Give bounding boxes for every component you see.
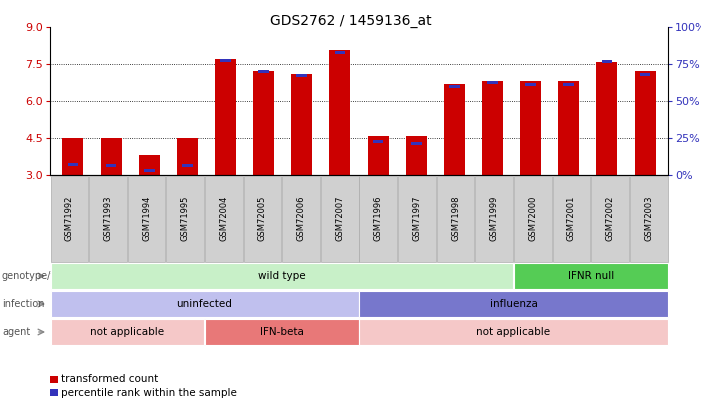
Bar (482, 81, 503, 175)
Text: GSM72007: GSM72007 (335, 196, 344, 241)
Bar (634, 71, 655, 175)
Bar (373, 140, 383, 143)
Bar (520, 81, 541, 175)
Bar (601, 60, 612, 63)
Bar (258, 70, 269, 73)
Bar (100, 138, 121, 175)
Text: GSM72001: GSM72001 (567, 196, 576, 241)
Text: percentile rank within the sample: percentile rank within the sample (61, 388, 237, 397)
Text: GSM72004: GSM72004 (219, 196, 229, 241)
Text: GSM72006: GSM72006 (297, 196, 306, 241)
Text: uninfected: uninfected (177, 299, 233, 309)
Bar (215, 59, 236, 175)
Bar (253, 71, 274, 175)
Bar (558, 81, 579, 175)
Bar (597, 62, 618, 175)
Text: GSM71997: GSM71997 (412, 196, 421, 241)
Text: GDS2762 / 1459136_at: GDS2762 / 1459136_at (270, 14, 431, 28)
Text: genotype/variation: genotype/variation (2, 271, 95, 281)
Text: GSM72000: GSM72000 (529, 196, 537, 241)
Text: transformed count: transformed count (61, 375, 158, 384)
Bar (367, 136, 388, 175)
Bar (292, 74, 312, 175)
Bar (640, 73, 651, 76)
Text: agent: agent (2, 327, 30, 337)
Text: GSM71995: GSM71995 (181, 196, 190, 241)
Bar (177, 138, 198, 175)
Text: GSM72005: GSM72005 (258, 196, 267, 241)
Text: GSM71993: GSM71993 (104, 196, 112, 241)
Bar (406, 136, 427, 175)
Text: GSM72003: GSM72003 (644, 196, 653, 241)
Text: GSM71996: GSM71996 (374, 196, 383, 241)
Bar (444, 84, 465, 175)
Bar (67, 163, 79, 166)
Bar (564, 83, 574, 86)
Bar (220, 59, 231, 62)
Text: not applicable: not applicable (477, 327, 550, 337)
Text: GSM71999: GSM71999 (490, 196, 498, 241)
Bar (106, 164, 116, 166)
Bar (182, 164, 193, 166)
Bar (411, 142, 421, 145)
Bar (144, 168, 154, 172)
Bar (449, 85, 460, 87)
Bar (139, 155, 160, 175)
Text: GSM72002: GSM72002 (606, 196, 615, 241)
Bar (334, 51, 346, 54)
Bar (487, 81, 498, 84)
Text: infection: infection (2, 299, 44, 309)
Text: influenza: influenza (489, 299, 538, 309)
Text: IFNR null: IFNR null (568, 271, 614, 281)
Bar (62, 138, 83, 175)
Text: not applicable: not applicable (90, 327, 164, 337)
Bar (329, 51, 350, 175)
Text: wild type: wild type (258, 271, 306, 281)
Text: IFN-beta: IFN-beta (260, 327, 304, 337)
Text: GSM71994: GSM71994 (142, 196, 151, 241)
Bar (297, 74, 307, 77)
Text: GSM71992: GSM71992 (64, 196, 74, 241)
Bar (525, 83, 536, 86)
Text: GSM71998: GSM71998 (451, 196, 460, 241)
